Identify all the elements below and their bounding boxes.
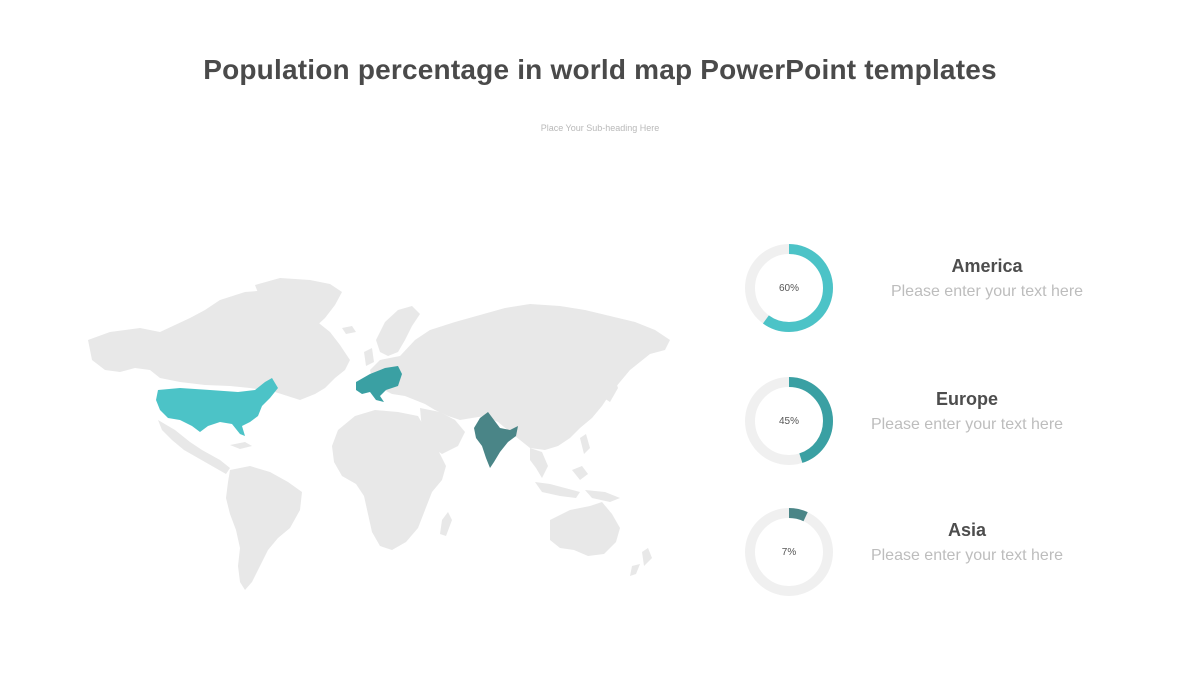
- indonesia-land: [535, 482, 580, 498]
- europe-highlight: [356, 366, 402, 402]
- south-america-land: [226, 466, 302, 590]
- se-asia-land: [530, 448, 548, 478]
- greenland-land: [255, 278, 342, 342]
- region-description: Please enter your text here: [870, 416, 1064, 433]
- page-subtitle: Place Your Sub-heading Here: [540, 123, 660, 133]
- india-highlight: [474, 412, 518, 468]
- region-name: America: [951, 256, 1023, 276]
- central-america-land: [158, 420, 230, 474]
- region-description: Please enter your text here: [890, 283, 1084, 300]
- eurasia-land: [370, 304, 670, 450]
- north-america-land: [88, 290, 350, 400]
- world-map: [80, 270, 680, 600]
- region-info-europe: Europe Please enter your text here: [847, 389, 1087, 434]
- australia-land: [550, 502, 620, 556]
- region-info-asia: Asia Please enter your text here: [847, 520, 1087, 565]
- donut-percent-label: 45%: [778, 415, 799, 427]
- donut-percent-label: 60%: [778, 282, 799, 294]
- region-info-america: America Please enter your text here: [867, 256, 1107, 301]
- region-description: Please enter your text here: [870, 547, 1064, 564]
- region-name: Europe: [935, 389, 998, 409]
- scandinavia-land: [376, 306, 420, 356]
- donut-asia: 7%: [744, 507, 834, 597]
- africa-land: [332, 410, 446, 550]
- donut-europe: 45%: [744, 376, 834, 466]
- region-name: Asia: [947, 520, 987, 540]
- donut-percent-label: 7%: [781, 546, 797, 558]
- usa-highlight: [156, 378, 278, 436]
- page-title: Population percentage in world map Power…: [203, 54, 997, 85]
- donut-america: 60%: [744, 243, 834, 333]
